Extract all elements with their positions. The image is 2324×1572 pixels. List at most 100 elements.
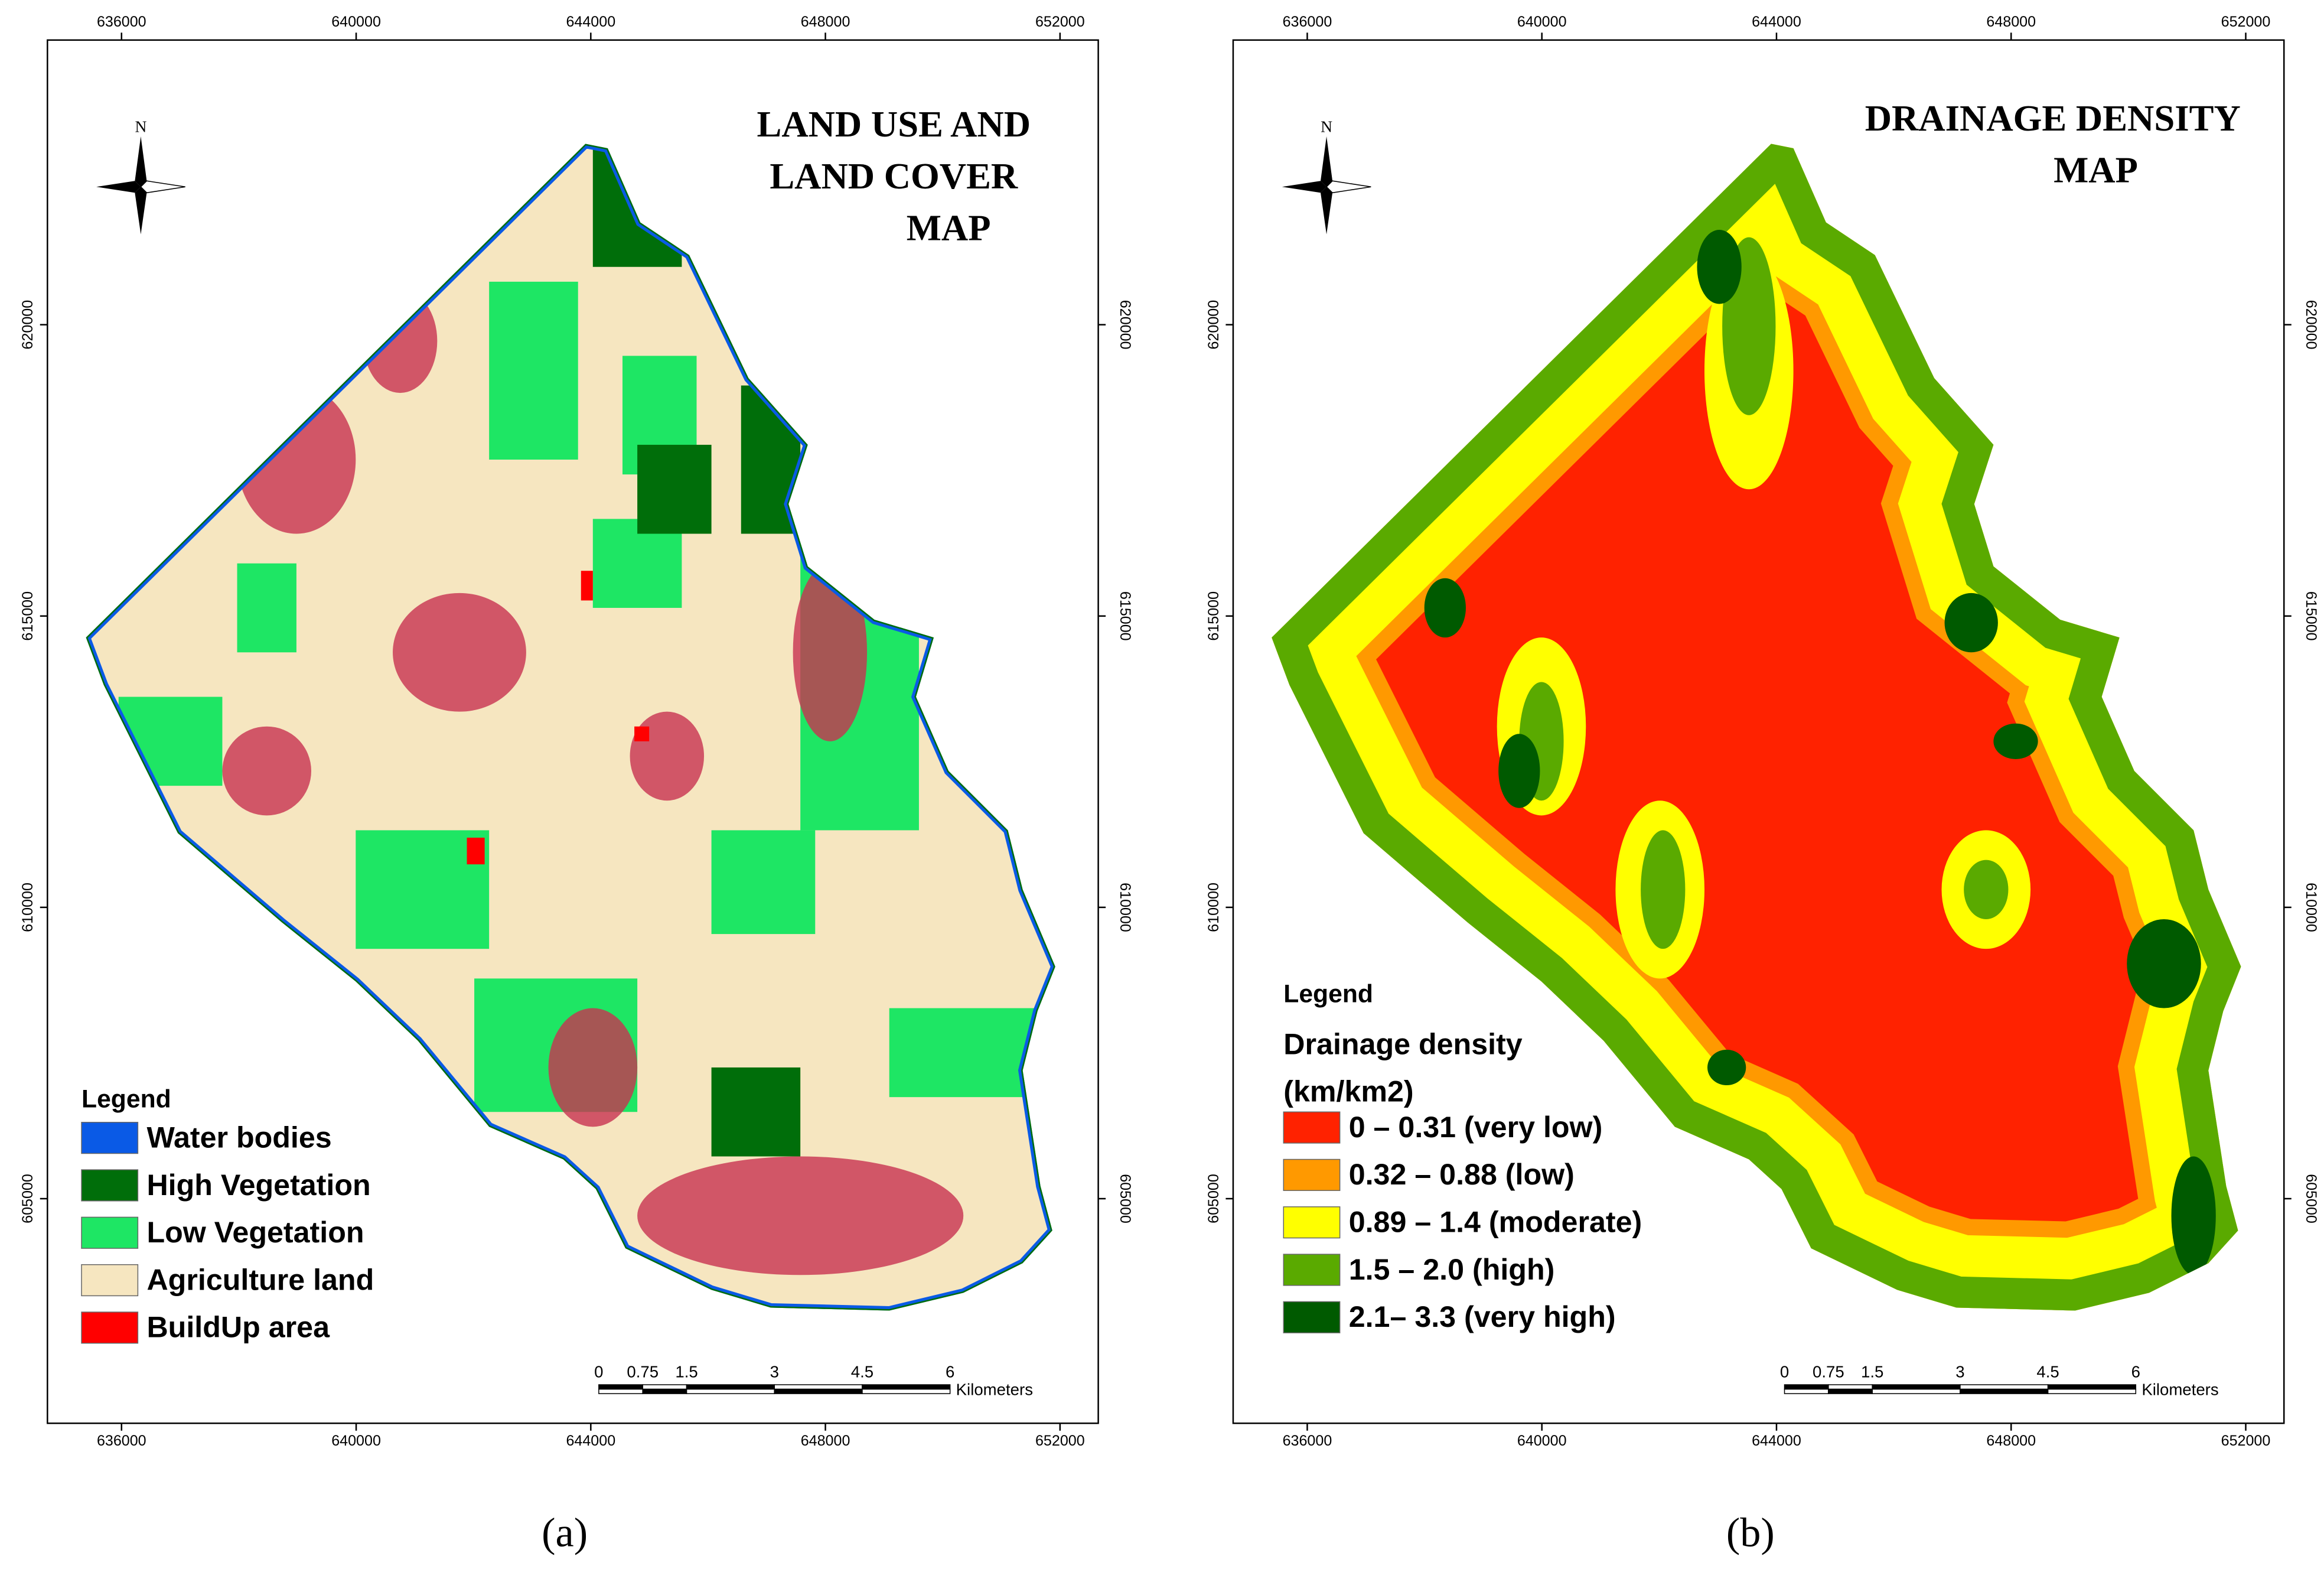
legend-label: Agriculture land — [146, 1263, 374, 1296]
legend-swatch — [1283, 1254, 1341, 1286]
scale-label: 1.5 — [1861, 1362, 1883, 1381]
scale-segment — [862, 1384, 951, 1390]
scale-label: 1.5 — [675, 1362, 697, 1381]
y-tick-label: 610000 — [2303, 883, 2319, 932]
legend-swatch — [1283, 1206, 1341, 1239]
scale-label: 6 — [2131, 1362, 2140, 1381]
x-tick-label: 644000 — [566, 1433, 615, 1449]
legend-swatch — [1283, 1301, 1341, 1333]
y-tick-label: 605000 — [1117, 1174, 1133, 1223]
scale-segment — [2047, 1388, 2137, 1394]
scale-unit: Kilometers — [2142, 1381, 2218, 1399]
legend-subtitle: Drainage density — [1283, 1027, 1523, 1060]
scale-segment — [1960, 1384, 2049, 1390]
legend-swatch — [81, 1122, 139, 1154]
scale-segment — [1828, 1388, 1873, 1394]
scale-label: 3 — [770, 1362, 779, 1381]
legend-label: 0.89 – 1.4 (moderate) — [1349, 1206, 1642, 1239]
legend-swatch — [1283, 1158, 1341, 1191]
legend-swatch — [81, 1169, 139, 1202]
legend-label: Water bodies — [146, 1121, 331, 1154]
north-label: N — [135, 117, 146, 135]
scale-segment — [774, 1384, 863, 1390]
x-tick-label: 636000 — [1283, 1433, 1332, 1449]
legend-subtitle: (km/km2) — [1283, 1075, 1413, 1108]
panel-label: (b) — [1726, 1510, 1775, 1556]
scale-label: 0 — [1780, 1362, 1789, 1381]
x-tick-label: 648000 — [1986, 14, 2036, 30]
scale-segment — [862, 1388, 951, 1394]
x-tick-label: 636000 — [1283, 14, 1332, 30]
land-use-map — [86, 144, 1055, 1310]
y-tick-label: 610000 — [1205, 883, 1222, 932]
north-arrow — [96, 136, 185, 235]
x-tick-label: 644000 — [566, 14, 615, 30]
scale-unit: Kilometers — [956, 1381, 1033, 1399]
legend-label: 0.32 – 0.88 (low) — [1349, 1158, 1575, 1191]
scale-segment — [1828, 1384, 1873, 1390]
map-title: MAP — [2054, 149, 2138, 191]
scale-segment — [642, 1384, 687, 1390]
y-tick-label: 605000 — [19, 1174, 36, 1223]
scale-segment — [598, 1384, 643, 1390]
x-tick-label: 652000 — [1035, 14, 1085, 30]
y-tick-label: 620000 — [1117, 300, 1133, 350]
x-tick-label: 640000 — [1517, 14, 1567, 30]
map-title: LAND USE AND — [757, 103, 1031, 145]
legend-label: 2.1– 3.3 (very high) — [1349, 1300, 1616, 1333]
y-tick-label: 610000 — [19, 883, 36, 932]
scale-segment — [1784, 1384, 1829, 1390]
legend-title: Legend — [1283, 980, 1373, 1008]
scale-segment — [686, 1388, 775, 1394]
legend-label: Low Vegetation — [146, 1216, 364, 1249]
legend-label: BuildUp area — [146, 1311, 330, 1344]
legend-label: 0 – 0.31 (very low) — [1349, 1111, 1603, 1144]
x-tick-label: 636000 — [97, 14, 146, 30]
y-tick-label: 605000 — [2303, 1174, 2319, 1223]
x-tick-label: 636000 — [97, 1433, 146, 1449]
map-title: DRAINAGE DENSITY — [1865, 97, 2241, 139]
y-tick-label: 620000 — [19, 300, 36, 350]
x-tick-label: 640000 — [331, 1433, 381, 1449]
map-title: MAP — [907, 207, 991, 249]
x-tick-label: 652000 — [2221, 14, 2271, 30]
x-tick-label: 640000 — [331, 14, 381, 30]
legend-swatch — [1283, 1111, 1341, 1144]
scale-label: 4.5 — [2036, 1362, 2059, 1381]
north-label: N — [1321, 117, 1332, 135]
y-tick-label: 615000 — [1205, 591, 1222, 641]
scale-segment — [1872, 1384, 1961, 1390]
scale-label: 0 — [594, 1362, 603, 1381]
y-tick-label: 615000 — [2303, 591, 2319, 641]
y-tick-label: 615000 — [1117, 591, 1133, 641]
y-tick-label: 605000 — [1205, 1174, 1222, 1223]
y-tick-label: 620000 — [2303, 300, 2319, 350]
x-tick-label: 648000 — [801, 1433, 850, 1449]
x-tick-label: 648000 — [801, 14, 850, 30]
y-tick-label: 615000 — [19, 591, 36, 641]
x-tick-label: 644000 — [1752, 1433, 1801, 1449]
scale-label: 4.5 — [851, 1362, 873, 1381]
scale-label: 0.75 — [627, 1362, 659, 1381]
legend-label: 1.5 – 2.0 (high) — [1349, 1253, 1555, 1286]
x-tick-label: 644000 — [1752, 14, 1801, 30]
panel-label: (a) — [542, 1510, 588, 1556]
scale-segment — [1960, 1388, 2049, 1394]
scale-label: 0.75 — [1813, 1362, 1844, 1381]
x-tick-label: 648000 — [1986, 1433, 2036, 1449]
scale-label: 3 — [1955, 1362, 1964, 1381]
legend-label: High Vegetation — [146, 1169, 370, 1202]
x-tick-label: 640000 — [1517, 1433, 1567, 1449]
scale-segment — [642, 1388, 687, 1394]
scale-segment — [686, 1384, 775, 1390]
scale-segment — [774, 1388, 863, 1394]
drainage-map — [1272, 144, 2241, 1310]
scale-segment — [1872, 1388, 1961, 1394]
scale-label: 6 — [946, 1362, 954, 1381]
legend-swatch — [81, 1216, 139, 1249]
scale-segment — [2047, 1384, 2137, 1390]
x-tick-label: 652000 — [2221, 1433, 2271, 1449]
legend-swatch — [81, 1264, 139, 1297]
legend-title: Legend — [82, 1085, 171, 1114]
